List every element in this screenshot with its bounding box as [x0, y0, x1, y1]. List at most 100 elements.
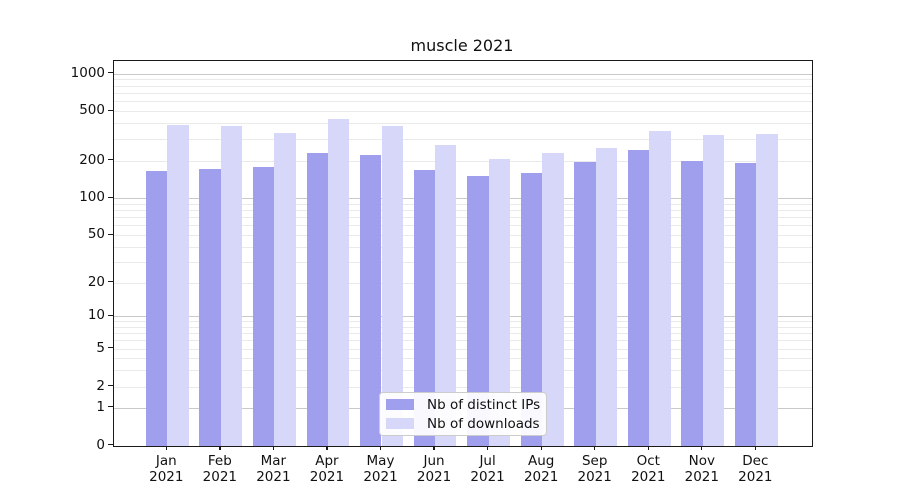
gridline-major — [114, 316, 812, 317]
y-tick-mark — [108, 347, 113, 349]
x-tick-label: Dec 2021 — [720, 453, 790, 485]
x-tick-label: May 2021 — [346, 453, 416, 485]
x-tick-year: 2021 — [202, 469, 238, 485]
x-tick-mark — [594, 445, 596, 450]
gridline-minor — [114, 225, 812, 227]
x-tick-year: 2021 — [738, 469, 773, 485]
x-tick-mark — [487, 445, 489, 450]
bar-downloads-jun — [435, 144, 457, 446]
bar-distinct-ips-may — [360, 155, 382, 446]
x-tick-month: Jul — [479, 453, 496, 469]
x-tick-year: 2021 — [416, 469, 452, 485]
bar-distinct-ips-dec — [734, 163, 757, 446]
x-tick-month: Sep — [581, 453, 608, 469]
y-tick-mark — [108, 159, 113, 161]
x-tick-month: Feb — [207, 453, 232, 469]
bar-downloads-oct — [649, 131, 671, 446]
gridline-minor — [114, 340, 812, 342]
x-tick-label: Oct 2021 — [613, 453, 683, 485]
x-tick-mark — [219, 445, 221, 450]
legend-item-downloads: Nb of downloads — [386, 416, 546, 432]
y-tick-label: 20 — [87, 273, 105, 290]
x-tick-year: 2021 — [256, 469, 291, 485]
gridline-minor — [114, 123, 812, 125]
bar-downloads-may — [381, 126, 403, 446]
gridline-major — [114, 198, 812, 199]
bar-downloads-nov — [702, 134, 725, 446]
legend-label-downloads: Nb of downloads — [427, 415, 540, 432]
x-tick-year: 2021 — [523, 469, 559, 485]
bar-distinct-ips-nov — [681, 161, 703, 446]
bar-distinct-ips-jul — [467, 176, 489, 446]
y-tick-mark — [108, 196, 113, 198]
bar-distinct-ips-sep — [574, 162, 596, 446]
x-tick-year: 2021 — [309, 469, 345, 485]
y-tick-label: 0 — [96, 436, 105, 453]
gridline-minor — [114, 101, 812, 103]
bar-downloads-sep — [595, 148, 618, 446]
x-tick-label: Jan 2021 — [131, 453, 201, 485]
bar-distinct-ips-feb — [199, 168, 221, 446]
x-tick-year: 2021 — [631, 469, 666, 485]
gridline-minor — [114, 217, 812, 219]
x-tick-month: Oct — [636, 453, 660, 469]
x-tick-mark — [754, 445, 757, 450]
gridline-minor — [114, 332, 812, 334]
x-tick-label: Aug 2021 — [506, 453, 576, 485]
x-tick-label: Feb 2021 — [185, 453, 255, 485]
x-tick-month: May — [366, 453, 395, 469]
legend-label-distinct-ips: Nb of distinct IPs — [427, 396, 541, 413]
chart-title: muscle 2021 — [410, 36, 514, 55]
gridline-minor — [114, 85, 812, 87]
x-tick-label: Jul 2021 — [453, 453, 523, 485]
x-tick-month: Aug — [527, 453, 555, 469]
bar-distinct-ips-apr — [306, 152, 328, 446]
gridline-minor — [114, 138, 812, 140]
bar-downloads-aug — [542, 153, 564, 446]
gridline-minor — [114, 282, 812, 284]
y-tick-label: 1000 — [70, 64, 105, 81]
bar-downloads-dec — [756, 133, 778, 446]
legend-swatch-downloads — [386, 418, 414, 429]
gridline-minor — [114, 79, 812, 81]
y-tick-label: 200 — [79, 151, 105, 168]
x-tick-month: Jun — [423, 453, 445, 469]
x-tick-year: 2021 — [149, 469, 184, 485]
gridline-minor — [114, 357, 812, 359]
bar-downloads-jan — [167, 125, 189, 446]
gridline-minor — [114, 386, 812, 388]
legend-item-distinct-ips: Nb of distinct IPs — [386, 397, 546, 413]
x-tick-mark — [379, 445, 382, 450]
y-tick-mark — [108, 385, 113, 387]
x-tick-mark — [326, 445, 328, 450]
x-tick-label: Jun 2021 — [399, 453, 469, 485]
x-tick-label: Sep 2021 — [560, 453, 630, 485]
x-tick-month: Mar — [260, 453, 287, 469]
y-tick-mark — [108, 281, 113, 283]
x-tick-mark — [165, 445, 167, 450]
gridline-minor — [114, 369, 812, 371]
y-tick-label: 2 — [96, 377, 105, 394]
x-tick-month: Nov — [688, 453, 715, 469]
gridline-major — [114, 73, 812, 75]
x-tick-year: 2021 — [470, 469, 505, 485]
gridline-minor — [114, 326, 812, 328]
x-tick-year: 2021 — [684, 469, 719, 485]
gridline-minor — [114, 348, 812, 350]
y-tick-mark — [108, 406, 113, 408]
bar-distinct-ips-oct — [627, 150, 650, 446]
bar-distinct-ips-jun — [413, 170, 436, 446]
gridline-minor — [114, 246, 812, 248]
y-tick-label: 50 — [87, 226, 105, 242]
bar-distinct-ips-mar — [253, 166, 275, 446]
x-tick-mark — [701, 445, 703, 450]
x-tick-year: 2021 — [363, 469, 398, 485]
gridline-minor — [114, 235, 812, 236]
bar-downloads-jul — [488, 159, 510, 446]
y-tick-label: 1 — [96, 398, 105, 415]
gridline-minor — [114, 160, 812, 162]
gridline-minor — [114, 111, 812, 113]
legend: Nb of distinct IPs Nb of downloads — [379, 392, 547, 436]
x-tick-month: Apr — [315, 453, 339, 469]
